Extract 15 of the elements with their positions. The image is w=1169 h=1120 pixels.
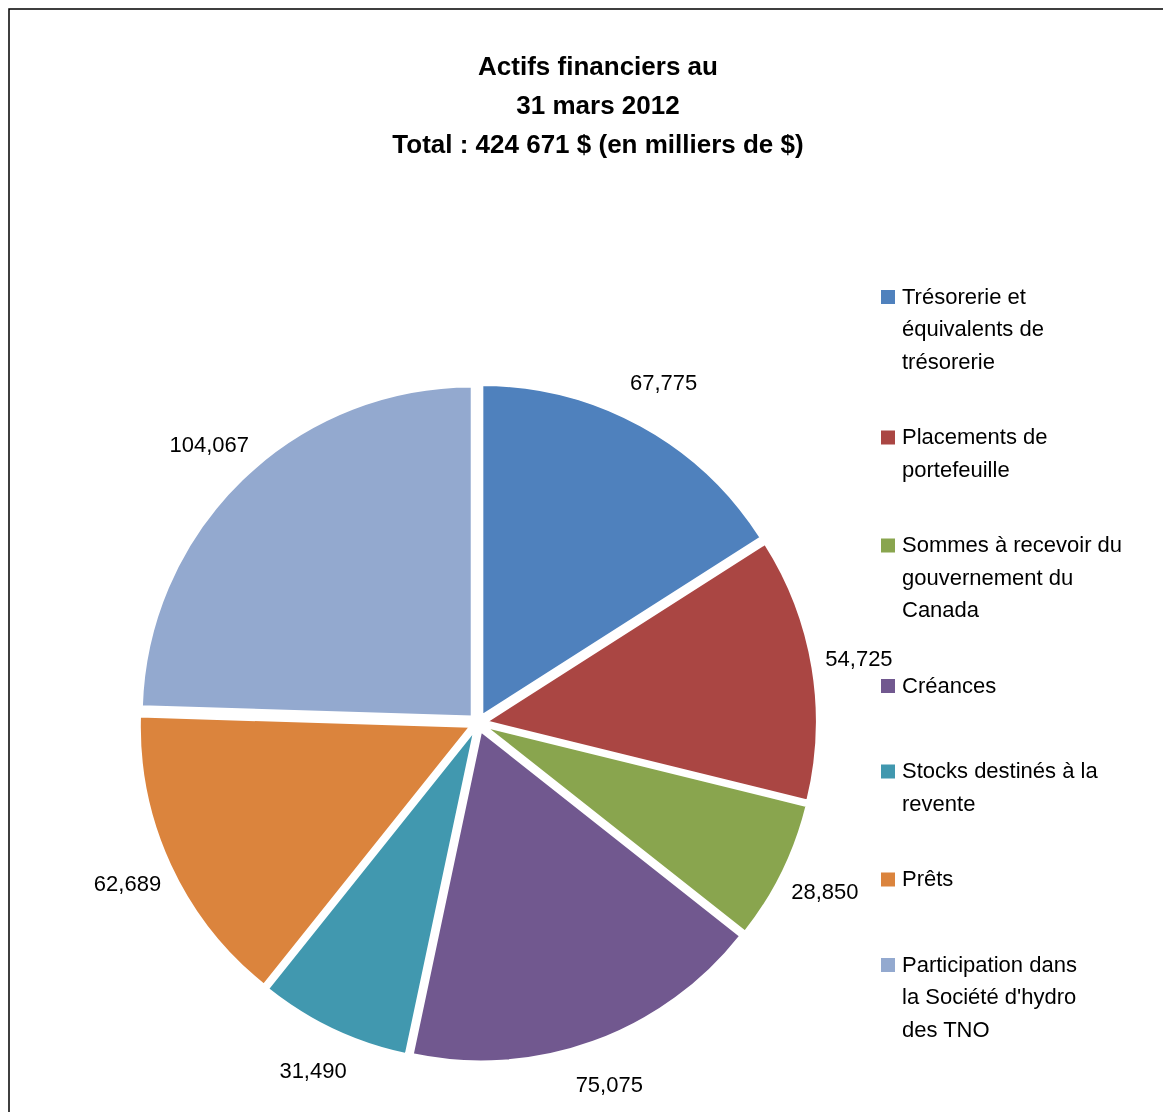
legend-label: Prêts bbox=[902, 866, 954, 892]
data-label: 28,850 bbox=[791, 878, 859, 904]
legend-label: Sommes à recevoir du gouvernement du Canada bbox=[902, 532, 1123, 623]
data-label: 62,689 bbox=[93, 870, 162, 896]
data-label: 75,075 bbox=[575, 1071, 643, 1097]
data-label: 67,775 bbox=[629, 370, 698, 396]
legend-label: Participation dans la Société d'hydro des TNO bbox=[902, 951, 1077, 1042]
legend-label: Trésorerie et équivalents de trésorerie bbox=[902, 283, 1044, 374]
data-label: 31,490 bbox=[279, 1057, 347, 1083]
data-label: 54,725 bbox=[825, 646, 893, 672]
legend-label: Créances bbox=[902, 672, 997, 698]
data-label: 104,067 bbox=[169, 431, 250, 457]
legend-label: Placements de portefeuille bbox=[902, 424, 1048, 482]
chart-title: Actifs financiers au 31 mars 2012 Total : 424 671 $ (en milliers de $) bbox=[392, 50, 804, 159]
legend-label: Stocks destinés à la revente bbox=[902, 758, 1099, 816]
